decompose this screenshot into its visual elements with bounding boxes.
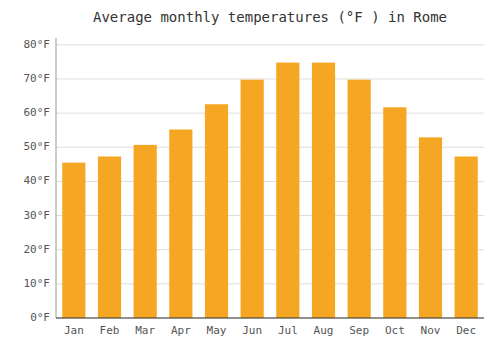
- grid-line: [56, 78, 484, 79]
- y-tick-label: 0°F: [30, 311, 50, 324]
- x-tick-label: Jul: [278, 324, 298, 337]
- bar: [312, 63, 335, 318]
- x-tick-label: Jun: [242, 324, 262, 337]
- bar: [276, 63, 299, 318]
- grid: [56, 45, 484, 318]
- bar: [455, 156, 478, 318]
- bar: [419, 137, 442, 318]
- bar: [62, 163, 85, 318]
- grid-line: [56, 318, 484, 319]
- bar: [169, 130, 192, 318]
- x-tick-label: Oct: [385, 324, 405, 337]
- bar: [98, 156, 121, 318]
- grid-line: [56, 44, 484, 45]
- y-axis: 0°F 10°F 20°F 30°F 40°F 50°F 60°F 70°F 80°F: [24, 38, 57, 324]
- y-tick-label: 50°F: [24, 140, 51, 153]
- x-tick-label: Feb: [100, 324, 120, 337]
- x-tick-label: Jan: [64, 324, 84, 337]
- x-axis: Jan Feb Mar Apr May Jun Jul Aug Sep Oct Nov Dec: [64, 324, 476, 337]
- x-tick-label: Sep: [349, 324, 369, 337]
- x-tick-label: Nov: [421, 324, 441, 337]
- y-axis-line: [56, 38, 57, 318]
- y-tick-label: 70°F: [24, 72, 51, 85]
- bar: [205, 104, 228, 318]
- y-tick-label: 20°F: [24, 243, 51, 256]
- chart-container: 0°F 10°F 20°F 30°F 40°F 50°F 60°F 70°F 80°F Jan Fe…: [0, 0, 500, 350]
- x-tick-label: Apr: [171, 324, 191, 337]
- y-tick-label: 10°F: [24, 277, 51, 290]
- bar: [241, 80, 264, 318]
- y-tick-label: 40°F: [24, 174, 51, 187]
- bar: [348, 80, 371, 318]
- title: Average monthly temperatures (°F ) in Ro…: [93, 9, 447, 25]
- y-tick-label: 30°F: [24, 209, 51, 222]
- y-tick-label: 80°F: [24, 38, 51, 51]
- x-tick-label: Dec: [456, 324, 476, 337]
- x-tick-label: Aug: [314, 324, 334, 337]
- grid-line: [56, 113, 484, 114]
- x-axis-line: [56, 318, 484, 319]
- bars: [62, 63, 478, 318]
- x-tick-label: May: [207, 324, 227, 337]
- bar: [383, 107, 406, 318]
- x-tick-label: Mar: [135, 324, 155, 337]
- y-tick-label: 60°F: [24, 106, 51, 119]
- chart: 0°F 10°F 20°F 30°F 40°F 50°F 60°F 70°F 80°F Jan Fe…: [0, 0, 500, 350]
- bar: [134, 145, 157, 318]
